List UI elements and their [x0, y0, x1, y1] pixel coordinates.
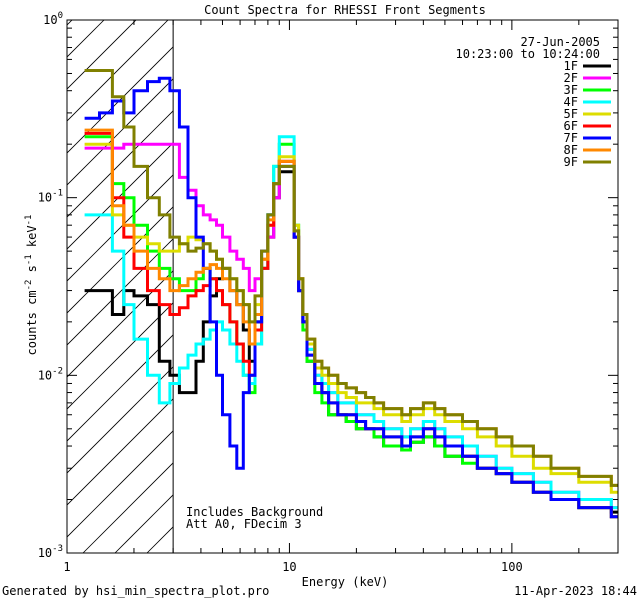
series-line-3F [84, 135, 618, 519]
x-axis-ticks: 1 10 100 [63, 20, 619, 574]
x-axis-label: Energy (keV) [302, 575, 389, 589]
series-line-6F [84, 131, 618, 519]
legend-label-3F: 3F [564, 83, 578, 97]
y-axis-ticks: 10-3 10-2 10-1 100 [38, 11, 618, 560]
legend-label-5F: 5F [564, 107, 578, 121]
series-line-1F [84, 170, 618, 514]
y-tick-label: 10-3 [38, 544, 63, 560]
y-axis-label: counts cm-2 s-1 keV-1 [24, 215, 39, 356]
plot-frame [66, 19, 619, 554]
legend-label-4F: 4F [564, 95, 578, 109]
legend-label-2F: 2F [564, 71, 578, 85]
legend-label-1F: 1F [564, 59, 578, 73]
annotation-attenuator: Att A0, FDecim 3 [186, 517, 302, 531]
series-group [84, 69, 618, 519]
shaded-region [67, 20, 174, 553]
generated-by-label: Generated by hsi_min_spectra_plot.pro [2, 584, 269, 598]
chart-title: Count Spectra for RHESSI Front Segments [204, 3, 486, 17]
series-line-2F [84, 142, 618, 510]
series-line-5F [84, 142, 618, 494]
legend-label-6F: 6F [564, 119, 578, 133]
annotation-background: Includes Background [186, 505, 323, 519]
legend-label-8F: 8F [564, 143, 578, 157]
timestamp-label: 11-Apr-2023 18:44 [514, 584, 637, 598]
y-tick-label: 100 [43, 11, 63, 27]
series-line-9F [84, 69, 618, 487]
x-tick-label: 1 [63, 560, 70, 574]
legend-label-9F: 9F [564, 155, 578, 169]
legend-label-7F: 7F [564, 131, 578, 145]
time-range-label: 10:23:00 to 10:24:00 [456, 47, 601, 61]
y-tick-label: 10-2 [38, 366, 63, 382]
x-tick-label: 100 [501, 560, 523, 574]
series-line-4F [84, 135, 618, 510]
y-tick-label: 10-1 [38, 189, 63, 205]
date-label: 27-Jun-2005 [521, 35, 600, 49]
x-tick-label: 10 [282, 560, 296, 574]
